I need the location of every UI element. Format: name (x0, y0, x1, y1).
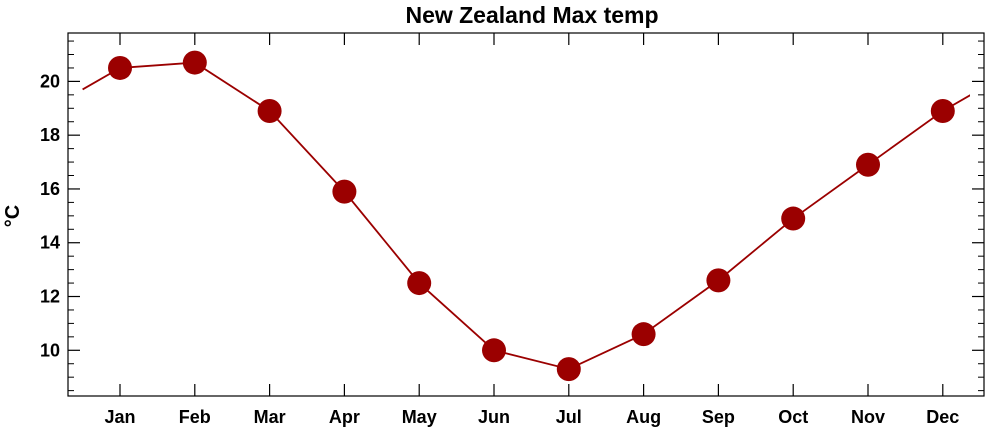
data-point-dec (930, 98, 955, 123)
y-tick-label: 10 (40, 340, 60, 360)
x-tick-label: Feb (179, 407, 211, 427)
data-point-oct (781, 206, 806, 231)
y-tick-labels: 10 12 14 16 18 20 (40, 71, 60, 360)
x-tick-label: Sep (702, 407, 735, 427)
data-point-aug (631, 322, 656, 347)
data-point-may (407, 271, 432, 296)
data-point-feb (182, 50, 207, 75)
axis-ticks (68, 33, 984, 396)
x-tick-label: Jul (556, 407, 582, 427)
y-tick-label: 12 (40, 287, 60, 307)
x-tick-label: Apr (329, 407, 360, 427)
y-tick-label: 14 (40, 233, 60, 253)
data-point-nov (856, 152, 880, 177)
data-point-jul (556, 357, 581, 382)
data-point-jun (482, 338, 506, 363)
x-tick-labels: Jan Feb Mar Apr May Jun Jul Aug Sep Oct Nov Dec (104, 407, 959, 427)
data-point-mar (257, 98, 282, 123)
y-axis-label: °C (2, 205, 24, 227)
data-point-jan (108, 55, 132, 80)
x-tick-label: Jun (478, 407, 510, 427)
series-line (82, 61, 970, 371)
plot-frame (67, 32, 985, 397)
data-point-apr (332, 179, 357, 204)
x-tick-label: Oct (778, 407, 808, 427)
data-point-sep (706, 268, 731, 293)
x-tick-label: May (402, 407, 437, 427)
y-tick-label: 18 (40, 125, 60, 145)
y-tick-label: 16 (40, 179, 60, 199)
y-tick-label: 20 (40, 71, 60, 91)
x-tick-label: Jan (104, 407, 135, 427)
chart-title: New Zealand Max temp (405, 2, 658, 28)
x-tick-label: Dec (926, 407, 959, 427)
x-tick-label: Aug (626, 407, 661, 427)
x-tick-label: Nov (851, 407, 885, 427)
series-group (82, 50, 970, 382)
x-tick-label: Mar (254, 407, 286, 427)
